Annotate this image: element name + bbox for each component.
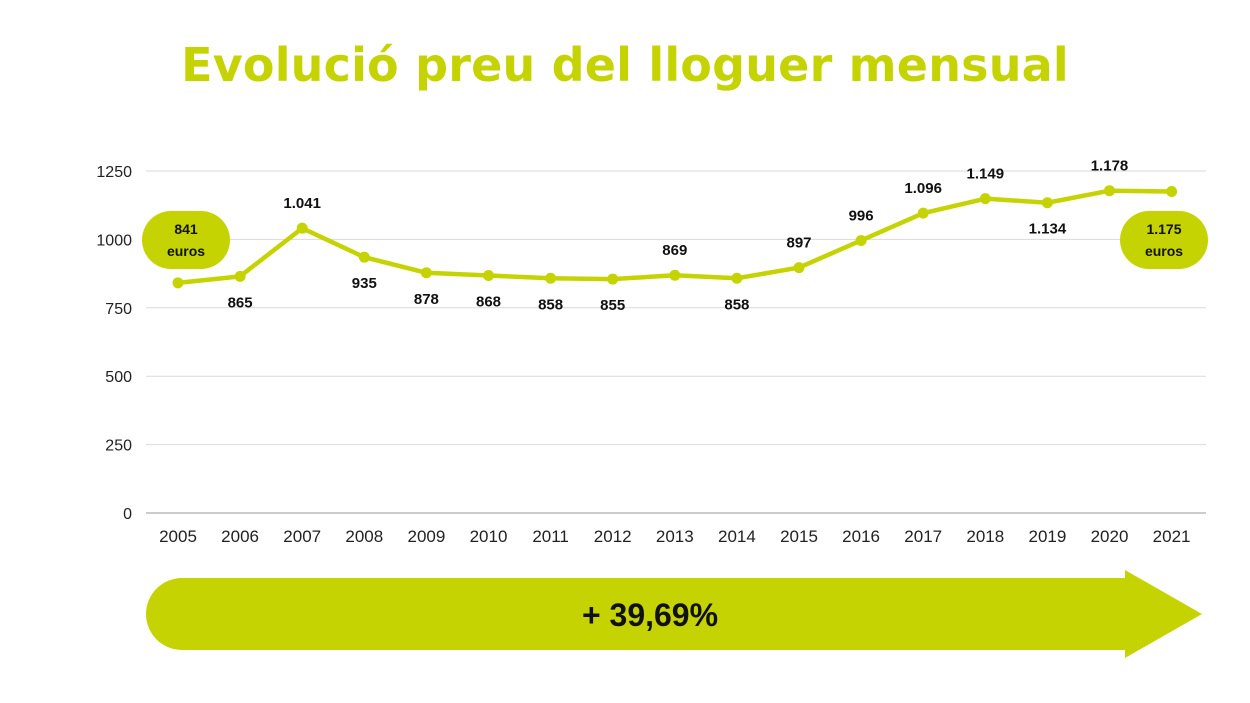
callout-pill-2005 (142, 211, 230, 269)
data-label-2020: 1.178 (1091, 158, 1129, 175)
data-point-2021 (1166, 186, 1178, 198)
chart-series (172, 185, 1178, 289)
data-label-2006: 865 (228, 294, 253, 311)
x-tick-label: 2007 (283, 527, 321, 546)
data-point-2011 (545, 272, 557, 284)
x-tick-label: 2005 (159, 527, 197, 546)
data-label-2016: 996 (849, 207, 874, 224)
y-tick-label: 1250 (96, 164, 132, 181)
data-point-2019 (1041, 197, 1053, 209)
x-tick-label: 2006 (221, 527, 259, 546)
data-point-2020 (1104, 185, 1115, 197)
x-tick-label: 2012 (594, 527, 632, 546)
y-tick-label: 750 (105, 301, 132, 318)
data-label-2010: 868 (476, 294, 501, 311)
data-label-2015: 897 (786, 235, 811, 252)
series-line (175, 188, 1174, 286)
x-tick-label: 2015 (780, 527, 818, 546)
x-tick-label: 2019 (1028, 527, 1066, 546)
x-tick-label: 2009 (407, 527, 445, 546)
x-tick-label: 2016 (842, 527, 880, 546)
y-axis: 0 250 500 750 1000 1250 (96, 164, 132, 523)
data-point-2010 (483, 270, 494, 282)
x-tick-label: 2021 (1153, 527, 1191, 546)
x-tick-label: 2018 (966, 527, 1004, 546)
data-point-2006 (234, 270, 246, 282)
data-point-2008 (358, 251, 370, 263)
x-tick-label: 2011 (532, 527, 569, 546)
callout-text: euros (1145, 243, 1183, 259)
growth-banner: + 39,69% (146, 570, 1202, 658)
data-point-2013 (669, 269, 681, 281)
data-label-2007: 1.041 (283, 195, 321, 212)
callout-text: 841 (174, 221, 198, 237)
data-label-2011: 858 (538, 296, 563, 313)
data-point-2007 (296, 222, 308, 234)
data-point-2014 (731, 272, 743, 284)
chart-grid (146, 170, 1206, 514)
x-tick-label: 2014 (718, 527, 756, 546)
data-point-2005 (172, 277, 184, 289)
y-tick-label: 250 (105, 438, 132, 455)
callout-pill-2021 (1120, 211, 1208, 269)
data-label-2019: 1.134 (1029, 221, 1067, 238)
y-tick-label: 500 (105, 369, 132, 386)
data-label-2013: 869 (662, 242, 687, 259)
data-label-2008: 935 (352, 275, 377, 292)
callout-text: euros (167, 243, 205, 259)
x-tick-label: 2010 (470, 527, 508, 546)
data-point-2015 (793, 262, 805, 274)
data-point-2017 (917, 207, 929, 219)
data-label-2017: 1.096 (904, 180, 942, 197)
data-labels: 865 1.041 935 878 868 858 855 869 858 897 996 1.096… (142, 158, 1208, 314)
x-tick-label: 2017 (904, 527, 942, 546)
x-tick-label: 2020 (1091, 527, 1129, 546)
page-title: Evolució preu del lloguer mensual (181, 38, 1069, 92)
growth-arrow (146, 570, 1202, 658)
x-tick-label: 2013 (656, 527, 694, 546)
data-point-2018 (979, 193, 991, 205)
y-tick-label: 0 (123, 506, 132, 523)
x-tick-label: 2008 (345, 527, 383, 546)
callout-text: 1.175 (1146, 221, 1181, 237)
data-point-2009 (420, 267, 432, 279)
data-label-2014: 858 (724, 296, 749, 313)
data-label-2012: 855 (600, 297, 625, 314)
y-tick-label: 1000 (96, 232, 132, 249)
data-point-2012 (607, 273, 619, 285)
x-axis: 2005 2006 2007 2008 2009 2010 2011 2012 2013 2014… (159, 527, 1190, 546)
data-point-2016 (855, 234, 867, 246)
growth-percentage: + 39,69% (582, 597, 718, 633)
data-label-2018: 1.149 (967, 166, 1005, 183)
data-label-2009: 878 (414, 291, 439, 308)
